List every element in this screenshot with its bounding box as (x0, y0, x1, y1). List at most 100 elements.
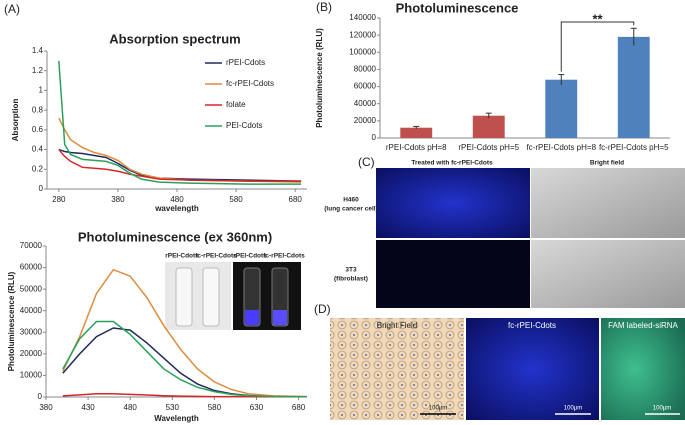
series-line (62, 327, 308, 398)
image-header: fc-rPEI-Cdots (508, 321, 556, 330)
y-tick-label: 80000 (354, 65, 377, 74)
y-tick-label: 0.6 (32, 125, 44, 134)
vial (202, 267, 220, 327)
x-tick-label: 430 (81, 403, 95, 412)
x-tick-label: 480 (124, 403, 138, 412)
y-tick-label: 140000 (349, 13, 376, 22)
x-tick-label: 630 (250, 403, 264, 412)
y-tick-label: 120000 (349, 30, 376, 39)
y-tick-label: 20000 (20, 349, 43, 358)
x-tick-label: 680 (289, 195, 303, 204)
panel-label: (B) (316, 0, 332, 14)
bright-field-image (531, 240, 685, 308)
vial-photo-uv (233, 262, 301, 330)
x-tick-label: 380 (111, 195, 125, 204)
bar (545, 79, 578, 138)
y-tick-label: 40000 (20, 306, 43, 315)
y-axis-label: Photoluminescence (RLU) (315, 28, 324, 128)
row-label: 3T3 (345, 267, 357, 274)
y-tick-label: 0 (372, 133, 377, 142)
chart-title: Photoluminescence (ex 360nm) (78, 229, 272, 244)
chart-title: Photoluminescence (396, 0, 519, 15)
y-tick-label: 0 (38, 392, 43, 401)
x-tick-label: 280 (52, 195, 66, 204)
x-tick-label: fc-rPEI-Cdots pH=5 (599, 143, 669, 152)
inset-label: fc-rPEI-Cdots (195, 253, 237, 260)
column-header: Bright field (590, 160, 624, 167)
bar (400, 127, 433, 138)
y-tick-label: 0.4 (32, 145, 44, 154)
fluorescence-image (376, 240, 530, 308)
image-header: FAM labeled-siRNA (608, 321, 678, 330)
x-axis-label: wavelength (154, 204, 199, 213)
x-axis-label: Wavelength (154, 414, 199, 423)
inset-label: fc-rPEI-Cdots (263, 253, 305, 260)
panel-label: (A) (4, 2, 20, 16)
panel-label: (C) (358, 155, 375, 169)
series-line (58, 60, 302, 185)
row-desc: (lung cancer cell) (324, 206, 377, 213)
y-tick-label: 100000 (349, 47, 376, 56)
y-axis-label: Photoluminescence (RLU) (7, 271, 16, 371)
scale-bar-label: 100μm (429, 406, 447, 412)
y-tick-label: 0.2 (32, 164, 44, 173)
chart-title: Absorption spectrum (109, 31, 240, 46)
y-tick-label: 1.2 (32, 66, 44, 75)
fluorescence-image (376, 168, 530, 238)
series-line (62, 320, 308, 398)
significance-label: ** (592, 11, 603, 26)
y-tick-label: 0 (39, 184, 44, 193)
y-tick-label: 1.4 (32, 46, 44, 55)
y-tick-label: 50000 (20, 284, 43, 293)
bar (472, 115, 505, 138)
legend-label: folate (226, 100, 246, 109)
x-tick-label: 580 (229, 195, 243, 204)
x-tick-label: fc-rPEI-Cdots pH=8 (526, 143, 596, 152)
series-line (58, 148, 302, 182)
y-tick-label: 60000 (20, 263, 43, 272)
series-line (58, 149, 302, 182)
y-tick-label: 10000 (20, 371, 43, 380)
significance-bracket (560, 21, 635, 72)
inset-label: rPEI-Cdots (165, 253, 199, 260)
legend-label: fc-rPEI-Cdots (226, 79, 274, 88)
vial (175, 267, 193, 327)
row-label: H460 (343, 197, 359, 204)
fluorescence-image (466, 318, 599, 420)
legend-label: PEI-Cdots (226, 121, 262, 130)
row-desc: (fibroblast) (334, 276, 368, 283)
inset-label: rPEI-Cdots (233, 253, 267, 260)
bright-field-image (531, 168, 685, 238)
y-tick-label: 1 (39, 86, 44, 95)
bright-field-image (330, 318, 464, 420)
x-tick-label: rPEI-Cdots pH=5 (458, 143, 519, 152)
vial-glow (273, 310, 287, 325)
fluorescence-image (601, 318, 685, 420)
series-line (62, 393, 307, 398)
x-tick-label: rPEI-Cdots pH=8 (386, 143, 447, 152)
panel-label: (D) (314, 302, 331, 316)
scale-bar-label: 100μm (653, 406, 671, 412)
y-tick-label: 70000 (20, 241, 43, 250)
vial-glow (245, 310, 259, 325)
bar (617, 36, 650, 138)
scale-bar-label: 100μm (564, 406, 582, 412)
image-header: Bright Field (377, 321, 417, 330)
y-tick-label: 60000 (354, 82, 377, 91)
legend-label: rPEI-Cdots (226, 58, 265, 67)
series-line (62, 268, 308, 398)
y-axis-label: Absorption (11, 99, 20, 142)
x-tick-label: 480 (170, 195, 184, 204)
column-header: Treated with fc-rPEI-Cdots (411, 160, 493, 167)
y-tick-label: 30000 (20, 327, 43, 336)
y-tick-label: 0.8 (32, 105, 44, 114)
x-tick-label: 530 (166, 403, 180, 412)
vial-photo (165, 262, 231, 330)
y-tick-label: 20000 (354, 116, 377, 125)
x-tick-label: 680 (292, 403, 306, 412)
y-tick-label: 40000 (354, 99, 377, 108)
series-line (58, 117, 302, 183)
x-tick-label: 380 (39, 403, 53, 412)
x-tick-label: 580 (208, 403, 222, 412)
